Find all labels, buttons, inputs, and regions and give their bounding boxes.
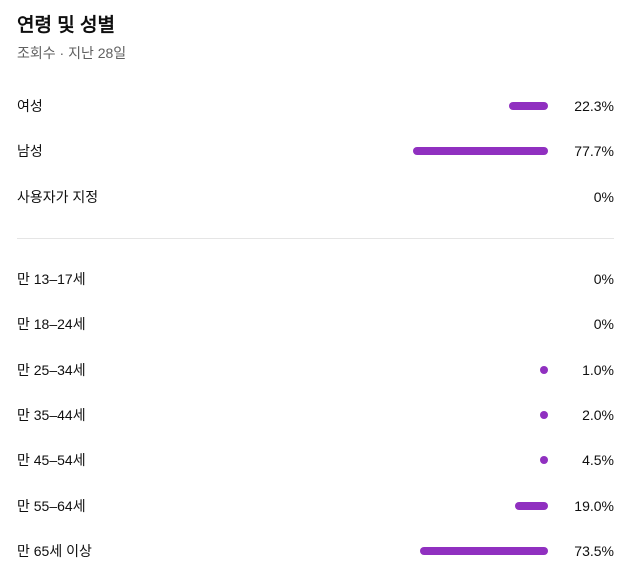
age-percent: 73.5% <box>574 542 614 559</box>
age-row: 만 45–54세 4.5% <box>17 450 614 470</box>
gender-percent: 22.3% <box>574 98 614 114</box>
age-label: 만 25–34세 <box>17 361 86 378</box>
gender-row: 여성 22.3% <box>17 96 614 116</box>
card-subtitle: 조회수 · 지난 28일 <box>17 45 127 61</box>
age-label: 만 55–64세 <box>17 497 86 514</box>
age-percent: 4.5% <box>582 452 614 469</box>
age-bar <box>514 501 548 510</box>
age-percent: 0% <box>593 316 614 333</box>
gender-percent: 0% <box>593 188 614 205</box>
age-percent: 0% <box>593 271 614 287</box>
age-row: 만 65세 이상 73.5% <box>17 541 614 561</box>
age-row: 만 25–34세 1.0% <box>17 360 614 380</box>
age-row: 만 35–44세 2.0% <box>17 405 614 425</box>
age-row: 만 55–64세 19.0% <box>17 496 614 516</box>
age-label: 만 45–54세 <box>17 452 86 469</box>
age-bar <box>420 546 548 555</box>
divider <box>17 238 614 239</box>
age-label: 만 65세 이상 <box>17 542 92 559</box>
age-percent: 2.0% <box>582 406 614 423</box>
age-bar <box>540 410 548 419</box>
gender-row: 사용자가 지정 0% <box>17 187 614 207</box>
age-bar <box>540 456 548 465</box>
age-bar <box>540 365 548 374</box>
gender-bar <box>412 147 548 156</box>
age-percent: 19.0% <box>574 497 614 514</box>
age-label: 만 18–24세 <box>17 316 86 333</box>
gender-label: 남성 <box>17 143 43 160</box>
gender-percent: 77.7% <box>574 143 614 160</box>
gender-label: 사용자가 지정 <box>17 188 99 205</box>
gender-label: 여성 <box>17 98 43 114</box>
card-title: 연령 및 성별 <box>17 15 115 36</box>
age-label: 만 13–17세 <box>17 271 86 287</box>
age-row: 만 13–17세 0% <box>17 269 614 289</box>
age-row: 만 18–24세 0% <box>17 314 614 334</box>
age-label: 만 35–44세 <box>17 406 86 423</box>
gender-bar <box>509 102 548 110</box>
gender-row: 남성 77.7% <box>17 141 614 161</box>
age-percent: 1.0% <box>582 361 614 378</box>
